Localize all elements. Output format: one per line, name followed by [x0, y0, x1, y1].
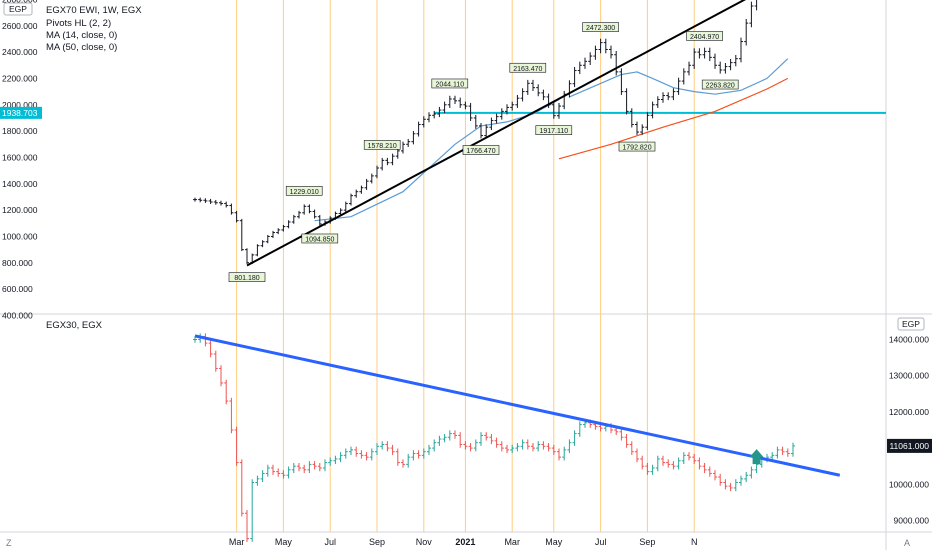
- x-tick-label: May: [545, 537, 563, 547]
- y-tick-label-top: 1200.000: [2, 205, 38, 215]
- y-tick-label-top: 800.000: [2, 258, 33, 268]
- trendline-top: [246, 0, 747, 267]
- pivot-label: 1578.210: [368, 143, 397, 150]
- x-tick-label: Jul: [324, 537, 336, 547]
- x-tick-label: N: [691, 537, 698, 547]
- last-price-label-bottom: 11061.000: [889, 441, 929, 451]
- ma14-line: [569, 58, 789, 98]
- pivot-label-box: [285, 186, 323, 196]
- trendline-bottom: [194, 334, 841, 477]
- currency-tag-top-text: EGP: [9, 4, 27, 14]
- y-tick-label-top: 2000.000: [2, 100, 38, 110]
- pivot-label-box: [228, 272, 266, 282]
- y-tick-label-bottom: 9000.000: [894, 516, 930, 526]
- auto-scale-button[interactable]: A: [904, 538, 911, 548]
- y-tick-label-top: 1400.000: [2, 179, 38, 189]
- currency-tag-bottom-text: EGP: [902, 319, 920, 329]
- pivot-label-box: [535, 125, 573, 135]
- y-tick-label-top: 1000.000: [2, 231, 38, 241]
- currency-tag-bottom: [897, 317, 925, 331]
- pivot-label: 1792.820: [622, 145, 651, 152]
- pivot-label-box: [618, 141, 656, 152]
- x-tick-label: May: [275, 537, 293, 547]
- pivot-label: 1766.470: [466, 148, 495, 155]
- pivot-label: 801.180: [234, 275, 259, 282]
- support-price-label: 1938.703: [2, 108, 38, 118]
- zoom-button[interactable]: Z: [6, 538, 12, 548]
- y-tick-label-top: 600.000: [2, 284, 33, 294]
- pivot-label-box: [301, 233, 339, 244]
- y-tick-label-top: 400.000: [2, 311, 33, 321]
- x-tick-label: 2021: [455, 537, 475, 547]
- x-tick-label: Sep: [639, 537, 655, 547]
- y-tick-label-bottom: 10000.000: [889, 479, 929, 489]
- pivot-label: 2163.470: [513, 66, 542, 73]
- pivot-label: 2472.300: [586, 25, 615, 32]
- pivot-label-box: [431, 78, 469, 89]
- buy-arrow-icon: [749, 449, 764, 465]
- last-price-tag-bottom: [887, 438, 932, 453]
- bottom-legend-symbol[interactable]: EGX30, EGX: [46, 320, 102, 331]
- support-price-tag: [0, 106, 42, 119]
- y-tick-label-top: 2400.000: [2, 47, 38, 57]
- currency-tag-top: [3, 2, 33, 16]
- pivot-label: 2404.970: [690, 34, 719, 41]
- y-tick-label-bottom: 12000.000: [889, 407, 929, 417]
- pivot-label: 2263.820: [706, 83, 735, 90]
- pivot-label: 1094.850: [305, 236, 334, 243]
- top-legend-ma50[interactable]: MA (50, close, 0): [46, 42, 118, 53]
- pivot-label: 2044.110: [435, 81, 464, 88]
- pivot-label-box: [582, 22, 619, 32]
- pivot-label: 1917.110: [539, 128, 568, 135]
- x-tick-label: Mar: [504, 537, 520, 547]
- x-tick-label: Jul: [595, 537, 607, 547]
- pivot-label-box: [363, 140, 401, 150]
- top-legend-symbol[interactable]: EGX70 EWI, 1W, EGX: [46, 5, 142, 16]
- pivot-label-box: [462, 145, 500, 155]
- y-tick-label-top: 2800.000: [2, 0, 38, 4]
- y-tick-label-top: 2600.000: [2, 21, 38, 31]
- y-tick-label-bottom: 13000.000: [889, 371, 929, 381]
- top-legend-ma14[interactable]: MA (14, close, 0): [46, 30, 118, 41]
- y-tick-label-top: 1600.000: [2, 152, 38, 162]
- top-legend-pivots[interactable]: Pivots HL (2, 2): [46, 18, 112, 29]
- y-tick-label-top: 1800.000: [2, 126, 38, 136]
- pivot-label: 1229.010: [290, 189, 319, 196]
- y-tick-label-top: 2200.000: [2, 73, 38, 83]
- pivot-label-box: [686, 31, 723, 41]
- x-tick-label: Nov: [416, 537, 433, 547]
- pivot-label-box: [701, 79, 739, 90]
- x-tick-label: Sep: [369, 537, 385, 547]
- pivot-label-box: [509, 62, 547, 73]
- y-tick-label-bottom: 14000.000: [889, 335, 929, 345]
- x-tick-label: Mar: [229, 537, 245, 547]
- ma50-line: [558, 77, 789, 160]
